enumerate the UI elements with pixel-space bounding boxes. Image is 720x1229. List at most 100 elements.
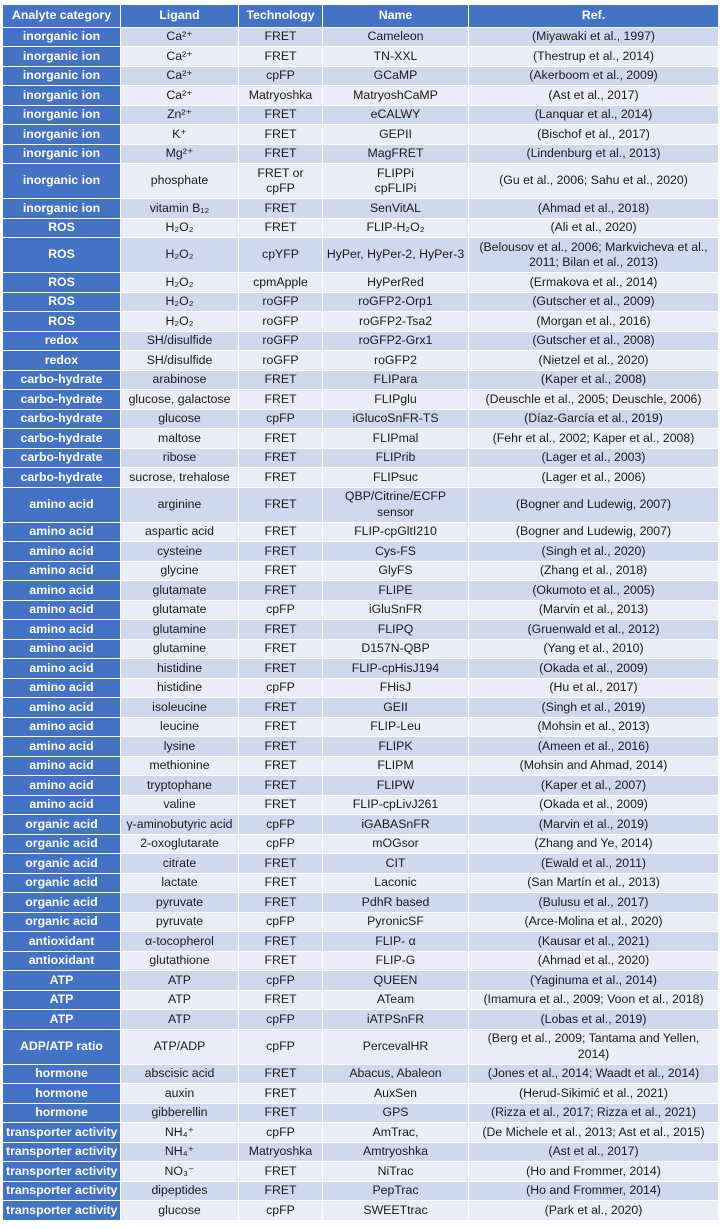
ligand-cell: 2-oxoglutarate <box>120 833 239 854</box>
name-cell: PdhR based <box>322 892 469 913</box>
table-row: antioxidant α-tocopherol FRET FLIP- α (Kausa… <box>2 931 719 952</box>
ligand-cell: lactate <box>120 872 239 893</box>
ref-cell: (Thestrup et al., 2014) <box>468 46 719 67</box>
name-cell: FLIPglu <box>322 389 469 410</box>
technology-cell: FRET <box>238 872 323 893</box>
name-cell: FLIP-cpGltI210 <box>322 521 469 542</box>
name-cell: Cys-FS <box>322 541 469 562</box>
table-row: inorganic ion Mg²⁺ FRET MagFRET (Lindenburg … <box>2 143 719 164</box>
category-cell: hormone <box>2 1063 121 1084</box>
ref-cell: (Lager et al., 2003) <box>468 447 719 468</box>
ligand-cell: lysine <box>120 736 239 757</box>
ligand-cell: isoleucine <box>120 697 239 718</box>
name-cell: FLIPPi cpFLIPi <box>322 163 469 199</box>
ref-cell: (Ahmad et al., 2020) <box>468 950 719 971</box>
category-cell: amino acid <box>2 677 121 698</box>
table-row: amino acid methionine FRET FLIPM (Mohsin and… <box>2 755 719 776</box>
table-row: hormone gibberellin FRET GPS (Rizza et al., … <box>2 1102 719 1123</box>
ligand-cell: glutamine <box>120 638 239 659</box>
name-cell: iGlucoSnFR-TS <box>322 408 469 429</box>
name-cell: FLIPE <box>322 580 469 601</box>
name-cell: NiTrac <box>322 1161 469 1182</box>
category-cell: amino acid <box>2 521 121 542</box>
ligand-cell: aspartic acid <box>120 521 239 542</box>
ligand-cell: Mg²⁺ <box>120 143 239 164</box>
category-cell: amino acid <box>2 658 121 679</box>
table-row: inorganic ion Ca²⁺ FRET Cameleon (Miyawaki e… <box>2 26 719 47</box>
table-row: ROS H₂O₂ roGFP roGFP2-Tsa2 (Morgan et al., 2… <box>2 311 719 332</box>
name-cell: FLIPmal <box>322 428 469 449</box>
ligand-cell: SH/disulfide <box>120 350 239 371</box>
name-cell: roGFP2-Orp1 <box>322 291 469 312</box>
ref-cell: (San Martín et al., 2013) <box>468 872 719 893</box>
technology-cell: cpFP <box>238 408 323 429</box>
category-cell: amino acid <box>2 486 121 523</box>
category-cell: inorganic ion <box>2 26 121 47</box>
technology-cell: cpFP <box>238 1009 323 1030</box>
technology-cell: FRET <box>238 143 323 164</box>
technology-cell: roGFP <box>238 350 323 371</box>
ligand-cell: abscisic acid <box>120 1063 239 1084</box>
ligand-cell: histidine <box>120 677 239 698</box>
table-row: ATP ATP cpFP QUEEN (Yaginuma et al., 2014) <box>2 970 719 991</box>
category-cell: carbo-hydrate <box>2 447 121 468</box>
technology-cell: cpFP <box>238 65 323 86</box>
name-cell: SenVitAL <box>322 198 469 219</box>
page: Analyte category Ligand Technology Name Ref.… <box>0 4 720 1229</box>
table-row: carbo-hydrate sucrose, trehalose FRET FLIPs… <box>2 467 719 488</box>
category-cell: ATP <box>2 970 121 991</box>
technology-cell: FRET <box>238 560 323 581</box>
name-cell: GPS <box>322 1102 469 1123</box>
table-row: inorganic ion K⁺ FRET GEPII (Bischof et al.,… <box>2 124 719 145</box>
technology-cell: FRET <box>238 989 323 1010</box>
table-row: amino acid histidine cpFP FHisJ (Hu et al., … <box>2 677 719 698</box>
technology-cell: FRET <box>238 467 323 488</box>
technology-cell: Matryoshka <box>238 85 323 106</box>
table-row: amino acid arginine FRET QBP/Citrine/ECFP s… <box>2 486 719 523</box>
ref-cell: (Morgan et al., 2016) <box>468 311 719 332</box>
technology-cell: cpFP <box>238 599 323 620</box>
table-row: amino acid tryptophane FRET FLIPW (Kaper et … <box>2 775 719 796</box>
ref-cell: (Belousov et al., 2006; Markvicheva et a… <box>468 237 719 273</box>
category-cell: ROS <box>2 237 121 273</box>
table-row: amino acid glutamine FRET D157N-QBP (Yang et… <box>2 638 719 659</box>
ref-cell: (Fehr et al., 2002; Kaper et al., 2008) <box>468 428 719 449</box>
name-cell: FLIPara <box>322 369 469 390</box>
technology-cell: FRET <box>238 26 323 47</box>
ligand-cell: ribose <box>120 447 239 468</box>
table-row: organic acid pyruvate FRET PdhR based (Bulus… <box>2 892 719 913</box>
technology-cell: cpFP <box>238 911 323 932</box>
ligand-cell: H₂O₂ <box>120 311 239 332</box>
category-cell: inorganic ion <box>2 163 121 199</box>
category-cell: organic acid <box>2 814 121 835</box>
ligand-cell: glucose <box>120 1200 239 1221</box>
ligand-cell: gibberellin <box>120 1102 239 1123</box>
name-cell: MagFRET <box>322 143 469 164</box>
table-row: transporter activity dipeptides FRET PepTra… <box>2 1180 719 1201</box>
table-row: inorganic ion vitamin B₁₂ FRET SenVitAL (Ahm… <box>2 198 719 219</box>
name-cell: Abacus, Abaleon <box>322 1063 469 1084</box>
ref-cell: (Ho and Frommer, 2014) <box>468 1161 719 1182</box>
name-cell: CIT <box>322 853 469 874</box>
table-row: transporter activity NH₄⁺ cpFP AmTrac, (De M… <box>2 1122 719 1143</box>
ref-cell: (Jones et al., 2014; Waadt et al., 2014) <box>468 1063 719 1084</box>
column-header: Ref. <box>468 4 719 28</box>
ref-cell: (Okada et al., 2009) <box>468 794 719 815</box>
category-cell: amino acid <box>2 716 121 737</box>
ligand-cell: maltose <box>120 428 239 449</box>
name-cell: roGFP2-Tsa2 <box>322 311 469 332</box>
category-cell: ATP <box>2 989 121 1010</box>
table-row: ROS H₂O₂ cpmApple HyPerRed (Ermakova et al.,… <box>2 272 719 293</box>
table-row: carbo-hydrate glucose, galactose FRET FLIPg… <box>2 389 719 410</box>
technology-cell: cpFP <box>238 1028 323 1065</box>
category-cell: transporter activity <box>2 1200 121 1221</box>
technology-cell: cpFP <box>238 833 323 854</box>
ligand-cell: phosphate <box>120 163 239 199</box>
ref-cell: (Gutscher et al., 2008) <box>468 330 719 351</box>
ref-cell: (Deuschle et al., 2005; Deuschle, 2006) <box>468 389 719 410</box>
name-cell: TN-XXL <box>322 46 469 67</box>
name-cell: FLIP- α <box>322 931 469 952</box>
ref-cell: (Akerboom et al., 2009) <box>468 65 719 86</box>
ref-cell: (Ewald et al., 2011) <box>468 853 719 874</box>
ligand-cell: H₂O₂ <box>120 291 239 312</box>
